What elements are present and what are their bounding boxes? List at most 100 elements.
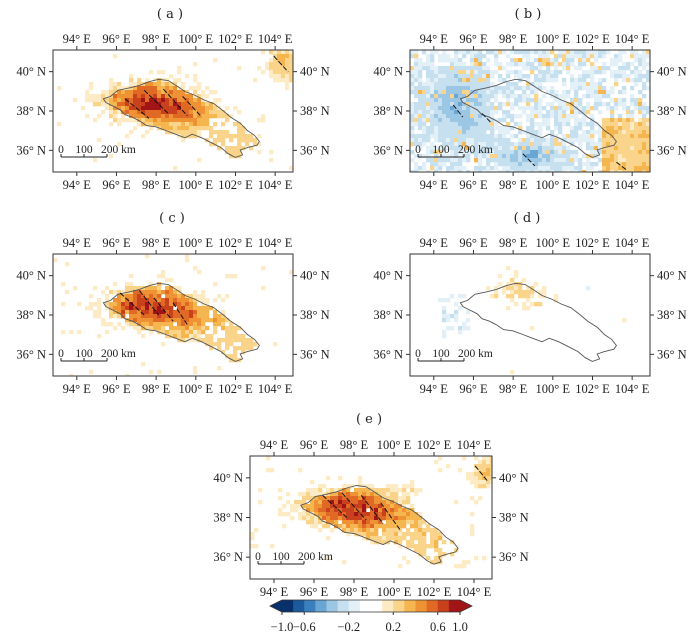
grid-cell	[622, 122, 627, 127]
grid-cell	[494, 50, 499, 55]
grid-cell	[422, 94, 427, 99]
grid-cell	[570, 74, 575, 79]
grid-cell	[157, 274, 162, 279]
grid-cell	[458, 110, 463, 115]
grid-cell	[426, 146, 431, 151]
scale-label: 100	[75, 348, 93, 360]
grid-cell	[161, 314, 166, 319]
grid-cell	[173, 294, 178, 299]
grid-cell	[193, 102, 198, 107]
grid-cell	[394, 504, 399, 509]
grid-cell	[109, 102, 114, 107]
grid-cell	[562, 58, 567, 63]
grid-cell	[530, 166, 535, 171]
grid-cell	[165, 114, 170, 119]
grid-cell	[157, 98, 162, 103]
grid-cell	[402, 484, 407, 489]
grid-cell	[602, 54, 607, 59]
grid-cell	[414, 492, 419, 497]
lat-tick-label-right: 36° N	[657, 347, 687, 361]
grid-cell	[310, 500, 315, 505]
grid-cell	[590, 130, 595, 135]
grid-cell	[101, 98, 106, 103]
grid-cell	[229, 274, 234, 279]
grid-cell	[486, 480, 491, 485]
grid-cell	[594, 66, 599, 71]
grid-cell	[366, 520, 371, 525]
grid-cell	[626, 170, 631, 172]
grid-cell	[185, 298, 190, 303]
grid-cell	[233, 150, 238, 155]
grid-cell	[161, 290, 166, 295]
grid-cell	[538, 294, 543, 299]
grid-cell	[193, 126, 198, 131]
grid-cell	[414, 102, 419, 107]
grid-cell	[145, 298, 150, 303]
grid-cell	[586, 70, 591, 75]
grid-cell	[237, 334, 242, 339]
grid-cell	[634, 98, 639, 103]
grid-cell	[410, 130, 415, 135]
grid-cell	[137, 318, 142, 323]
grid-cell	[574, 150, 579, 155]
grid-cell	[622, 318, 627, 323]
grid-cell	[117, 310, 122, 315]
grid-cell	[386, 524, 391, 529]
grid-cell	[478, 74, 483, 79]
colorbar-swatch	[426, 600, 439, 612]
grid-cell	[590, 50, 595, 55]
grid-cell	[185, 326, 190, 331]
grid-cell	[209, 338, 214, 343]
grid-cell	[502, 50, 507, 55]
grid-cell	[298, 512, 303, 517]
grid-cell	[237, 338, 242, 343]
grid-cell	[414, 70, 419, 75]
grid-cell	[265, 66, 270, 71]
grid-cell	[189, 110, 194, 115]
grid-cell	[554, 134, 559, 139]
grid-cell	[153, 318, 158, 323]
grid-cell	[522, 294, 527, 299]
grid-cell	[189, 102, 194, 107]
grid-cell	[285, 58, 290, 63]
grid-cell	[370, 520, 375, 525]
grid-cell	[454, 564, 459, 569]
lat-tick-label-right: 40° N	[300, 269, 330, 283]
grid-cell	[133, 298, 138, 303]
grid-cell	[522, 106, 527, 111]
grid-cell	[233, 106, 238, 111]
grid-cell	[426, 98, 431, 103]
grid-cell	[566, 162, 571, 167]
grid-cell	[466, 66, 471, 71]
grid-cell	[514, 50, 519, 55]
grid-cell	[177, 306, 182, 311]
grid-cell	[506, 282, 511, 287]
grid-cell	[141, 106, 146, 111]
grid-cell	[338, 512, 343, 517]
significance-hatch	[452, 104, 464, 118]
grid-cell	[197, 330, 202, 335]
grid-cell	[189, 318, 194, 323]
grid-cell	[141, 322, 146, 327]
grid-cell	[454, 90, 459, 95]
grid-cell	[642, 86, 647, 91]
lat-tick-label-right: 38° N	[499, 511, 529, 525]
grid-cell	[285, 78, 290, 83]
grid-cell	[406, 560, 411, 565]
grid-cell	[157, 122, 162, 127]
grid-cell	[298, 516, 303, 521]
grid-cell	[630, 162, 635, 167]
grid-cell	[614, 142, 619, 147]
panel-label-b: ( b )	[515, 7, 542, 22]
grid-cell	[622, 118, 627, 123]
grid-cell	[189, 106, 194, 111]
grid-cell	[522, 158, 527, 163]
colorbar-max-arrow	[460, 600, 472, 612]
grid-cell	[193, 370, 198, 375]
grid-cell	[289, 70, 293, 75]
lat-tick-label-left: 40° N	[373, 65, 403, 79]
panel-label-a: ( a )	[157, 7, 183, 22]
grid-cell	[554, 94, 559, 99]
grid-cell	[530, 162, 535, 167]
grid-cell	[514, 154, 519, 159]
